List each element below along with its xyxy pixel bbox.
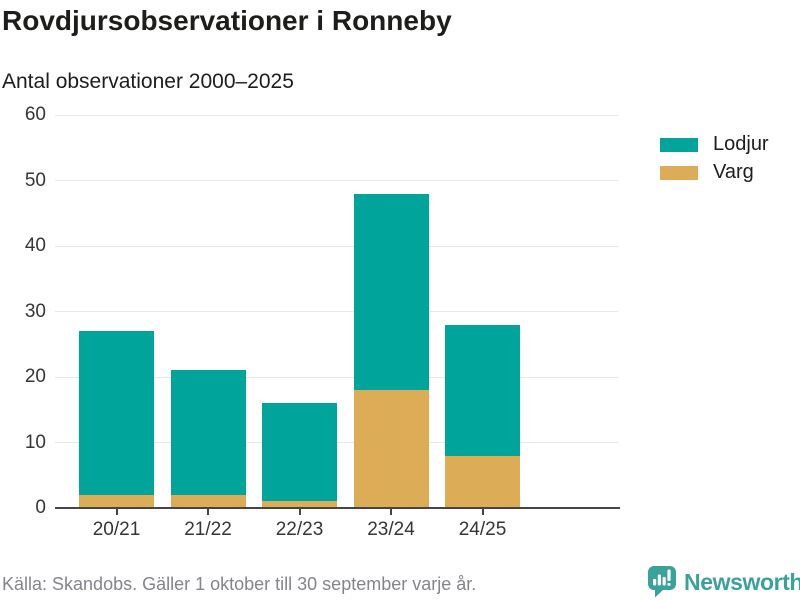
y-axis-tick-label-20: 20 <box>24 366 46 387</box>
newsworthy-logo-icon <box>648 566 676 598</box>
gridline-40 <box>55 245 618 247</box>
y-axis-tick-label-30: 30 <box>24 300 46 322</box>
x-axis-tick-label-24-25: 24/25 <box>458 519 507 540</box>
bar-segment-lodjur-20-21 <box>79 331 154 495</box>
gridline-50 <box>55 180 618 181</box>
bar-segment-lodjur-24-25 <box>445 324 520 456</box>
x-axis-tick-24-25 <box>481 509 484 515</box>
bar-segment-lodjur-22-23 <box>262 403 337 502</box>
bar-segment-lodjur-23-24 <box>353 193 429 391</box>
bar-segment-lodjur-21-22 <box>170 370 246 495</box>
bar-segment-varg-20-21 <box>79 494 154 508</box>
newsworthy-logo: Newsworthy <box>648 566 800 598</box>
gridline-20 <box>55 376 618 378</box>
bar-segment-varg-23-24 <box>353 390 429 508</box>
y-axis-tick-label-40: 40 <box>24 235 46 256</box>
bar-segment-varg-21-22 <box>170 494 246 508</box>
legend-item-varg: Varg <box>660 161 769 184</box>
y-axis-tick-label-50: 50 <box>24 169 46 191</box>
bar-segment-varg-22-23 <box>262 501 337 508</box>
y-axis-tick-label-60: 60 <box>24 104 46 125</box>
x-axis-tick-22-23 <box>298 509 301 515</box>
legend-label-varg: Varg <box>713 161 754 183</box>
y-axis-tick-label-0: 0 <box>35 497 46 518</box>
x-axis-tick-label-22-23: 22/23 <box>275 519 324 540</box>
newsworthy-logo-text: Newsworthy <box>684 569 800 595</box>
x-axis-tick-23-24 <box>390 509 392 515</box>
bar-segment-varg-24-25 <box>445 455 520 508</box>
x-axis-tick-21-22 <box>207 509 209 515</box>
x-axis-tick-label-21-22: 21/22 <box>184 519 232 540</box>
chart-title: Rovdjursobservationer i Ronneby <box>2 5 452 36</box>
x-axis-line <box>55 507 620 509</box>
x-axis-tick-label-23-24: 23/24 <box>367 519 415 540</box>
y-axis-tick-label-10: 10 <box>24 431 46 453</box>
gridline-60 <box>55 114 618 116</box>
legend-label-lodjur: Lodjur <box>713 133 769 155</box>
gridline-30 <box>55 311 618 312</box>
x-axis-tick-label-20-21: 20/21 <box>92 519 141 540</box>
legend-item-lodjur: Lodjur <box>660 133 769 156</box>
legend-swatch-lodjur <box>660 137 698 152</box>
chart-subtitle: Antal observationer 2000–2025 <box>2 70 294 93</box>
legend-swatch-varg <box>660 165 698 180</box>
x-axis-tick-20-21 <box>115 509 118 515</box>
legend: Lodjur Varg <box>660 133 769 189</box>
source-note: Källa: Skandobs. Gäller 1 oktober till 3… <box>2 574 477 594</box>
